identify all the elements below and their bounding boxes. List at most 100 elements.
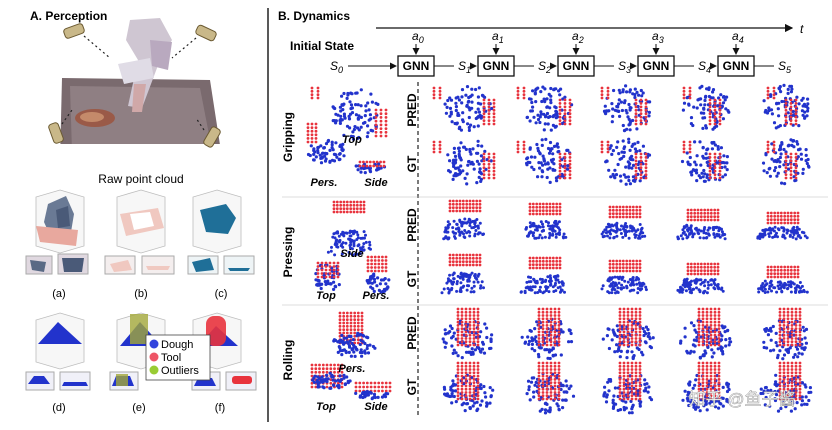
gnn-label: GNN [403,59,430,73]
raw-point-cloud-caption: Raw point cloud [98,172,183,186]
gnn-label: GNN [483,59,510,73]
task-rolling: Rolling Pers. Top Side PRED GT [281,307,813,415]
rollout-frame [676,208,727,241]
rollout-frame [516,85,574,132]
gnn-pipeline: S0 GNN a0 S1 GNN a1 S2 GNN a2 S3 GNN a3 S4 GNN a4 S5 [330,29,792,77]
rollout-frame [600,259,648,295]
legend-tool-swatch [149,352,159,362]
row-label-pred: PRED [405,93,419,127]
legend-tool-label: Tool [161,352,181,364]
rollout-frame [676,262,725,295]
view-label: Side [364,401,387,413]
rollout-frame [524,202,568,240]
panel-a-title: A. Perception [30,9,107,23]
action-label: a0 [412,29,424,45]
rollout-frame [600,205,647,240]
camera-icon [48,23,221,148]
legend-outliers-label: Outliers [161,365,199,377]
label-d: (d) [52,402,65,414]
task-label: Pressing [281,227,295,278]
label-a: (a) [52,288,65,300]
thumb-a-content [25,196,89,275]
rollout-frame [756,211,809,241]
rollout-frame [441,307,494,360]
state-label: S5 [778,59,792,75]
rollout-frame [757,265,809,294]
view-label: Side [364,177,387,189]
row-label-gt: GT [405,378,419,395]
rollout-frame [601,307,655,361]
thumb-e-content [109,314,162,391]
input-views [306,86,388,175]
action-label: a4 [732,29,744,45]
thumb-b-content [104,208,175,275]
state-label: S3 [618,59,631,75]
raw-point-cloud-image [56,18,226,164]
rollout-frame [600,137,652,186]
legend: Dough Tool Outliers [145,334,211,381]
action-label: a3 [652,29,664,45]
legend-dough-swatch [149,339,159,349]
rollout-frame [762,83,810,130]
label-b: (b) [134,288,147,300]
rollout-frame [442,361,495,413]
row-label-gt: GT [405,270,419,287]
time-axis-label: t [800,22,804,36]
rollout-frame [520,307,574,361]
camera-rays [61,35,205,131]
rollout-frame [679,307,733,360]
state-label: S1 [458,59,471,75]
legend-dough-label: Dough [161,339,193,351]
gnn-label: GNN [563,59,590,73]
action-label: a1 [492,29,504,45]
rollout-frame [600,84,652,133]
rollout-frame [681,84,731,131]
rollout-frame [440,253,485,295]
label-f: (f) [215,402,225,414]
gnn-label: GNN [643,59,670,73]
rollout-frame [519,256,566,295]
input-views [310,311,392,401]
state-label: S2 [538,59,551,75]
thumb-d-content [25,322,91,391]
view-label: Top [316,290,336,302]
rollout-frame [432,85,496,132]
thumb-c-content [187,204,255,275]
gnn-label: GNN [723,59,750,73]
task-label: Rolling [281,340,295,381]
task-label: Gripping [281,112,295,162]
view-label: Top [316,401,336,413]
label-e: (e) [132,402,145,414]
task-pressing: Pressing Side Top Pers. PRED GT [281,199,809,302]
rollout-frame [681,361,731,413]
label-c: (c) [215,288,228,300]
view-label: Pers. [339,363,366,375]
view-label: Top [342,134,362,146]
panel-b-title: B. Dynamics [278,9,350,23]
rollout-frame [442,199,485,241]
initial-state-label: Initial State [290,39,354,53]
task-gripping: Gripping Top Pers. Side PRED GT [281,83,811,189]
view-label: Pers. [311,177,338,189]
rollout-frame [680,140,730,183]
rollout-frame [602,361,654,415]
rollout-frame [525,361,576,415]
action-label: a2 [572,29,584,45]
task-sections: Gripping Top Pers. Side PRED GT Pressing Side To… [281,83,813,415]
view-label: Pers. [363,290,390,302]
rollout-frame [432,139,496,186]
input-views [314,200,391,294]
state-label: S4 [698,59,711,75]
legend-outliers-swatch [149,365,159,375]
row-label-pred: PRED [405,316,419,350]
rollout-frame [759,361,813,413]
view-label: Side [340,248,363,260]
rollout-frame [762,307,809,361]
watermark: 知乎 @鱼子酱 [689,390,796,409]
rollout-frame [761,138,811,186]
state-s0: S0 [330,59,343,75]
rollout-frame [516,137,572,184]
row-label-gt: GT [405,155,419,172]
row-label-pred: PRED [405,208,419,242]
